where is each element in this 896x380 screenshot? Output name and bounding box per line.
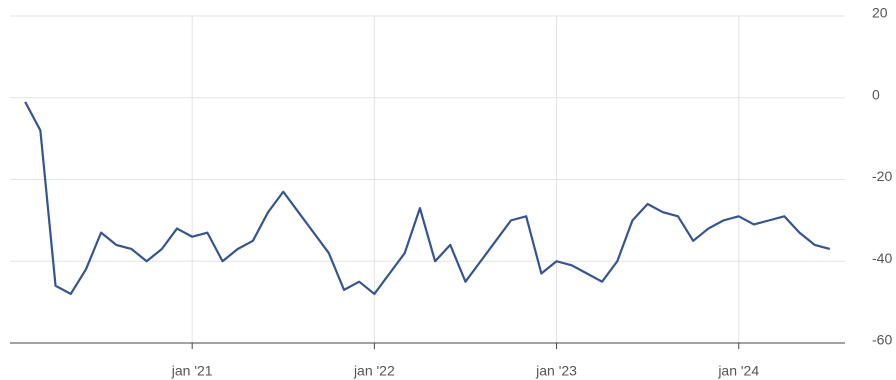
data-line <box>24 101 831 296</box>
x-tick-label: jan '21 <box>171 363 213 379</box>
x-tick-label: jan '22 <box>353 363 395 379</box>
x-tick-label: jan '24 <box>717 363 759 379</box>
y-tick-label: 0 <box>872 86 880 102</box>
y-tick-label: -20 <box>872 168 892 184</box>
y-tick-label: -60 <box>872 332 892 348</box>
y-tick-label: -40 <box>872 250 892 266</box>
x-tick-label: jan '23 <box>535 363 577 379</box>
y-tick-label: 20 <box>872 5 888 21</box>
